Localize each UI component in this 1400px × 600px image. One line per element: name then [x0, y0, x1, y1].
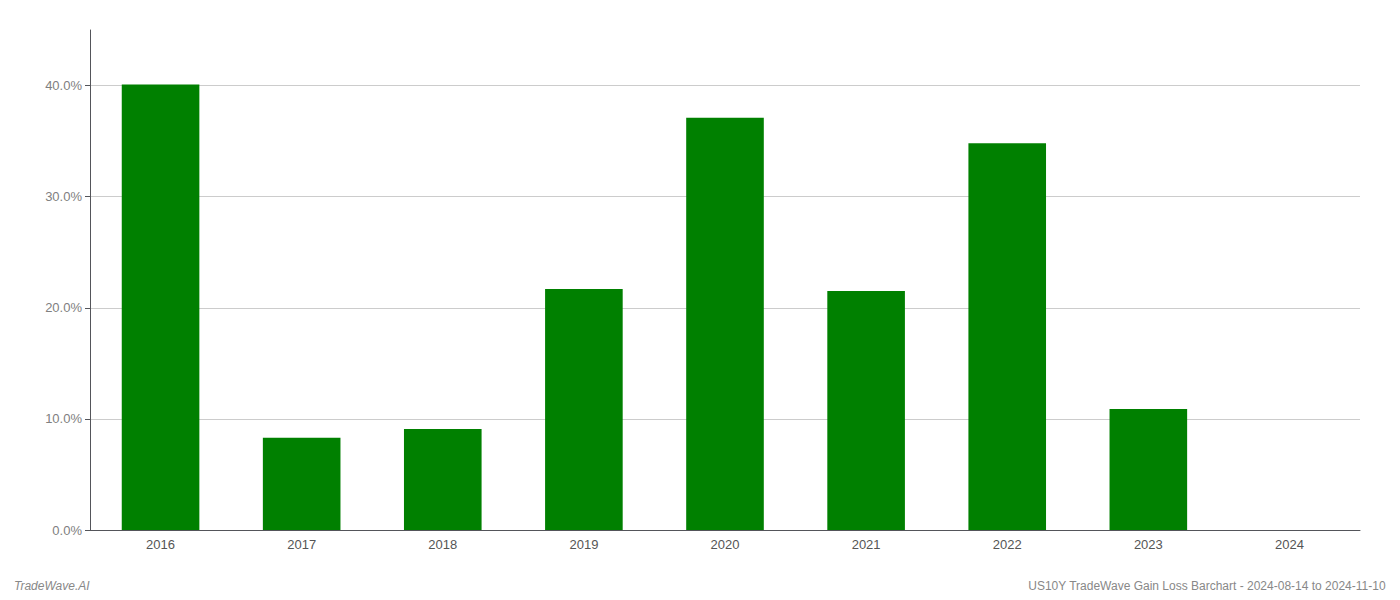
svg-text:2018: 2018: [428, 537, 457, 552]
svg-text:10.0%: 10.0%: [45, 411, 82, 426]
svg-text:2020: 2020: [711, 537, 740, 552]
svg-text:2019: 2019: [569, 537, 598, 552]
svg-text:30.0%: 30.0%: [45, 189, 82, 204]
svg-text:TradeWave.AI: TradeWave.AI: [14, 579, 90, 593]
svg-text:0.0%: 0.0%: [52, 523, 82, 538]
svg-text:40.0%: 40.0%: [45, 78, 82, 93]
svg-text:2022: 2022: [993, 537, 1022, 552]
svg-text:2017: 2017: [287, 537, 316, 552]
svg-text:20.0%: 20.0%: [45, 300, 82, 315]
svg-text:2016: 2016: [146, 537, 175, 552]
svg-text:2021: 2021: [852, 537, 881, 552]
svg-text:2023: 2023: [1134, 537, 1163, 552]
svg-text:US10Y TradeWave Gain Loss Barc: US10Y TradeWave Gain Loss Barchart - 202…: [1028, 579, 1386, 593]
svg-text:2024: 2024: [1275, 537, 1304, 552]
